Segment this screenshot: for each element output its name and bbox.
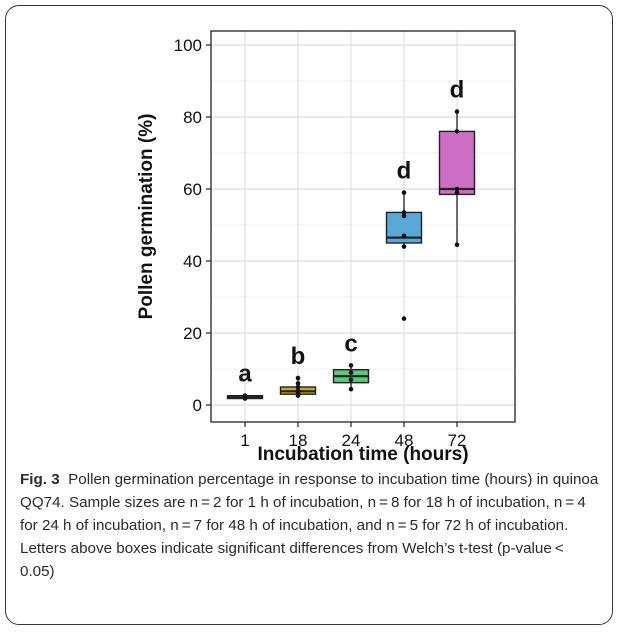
data-point bbox=[401, 233, 407, 239]
data-point bbox=[401, 213, 407, 219]
data-point bbox=[454, 129, 460, 134]
y-tick-label: 20 bbox=[183, 324, 202, 343]
data-point bbox=[242, 393, 248, 398]
data-point bbox=[295, 388, 301, 393]
figure-caption: Fig. 3 Pollen germination percentage in … bbox=[20, 468, 600, 583]
caption-text: Pollen germination percentage in respons… bbox=[20, 471, 599, 580]
significance-letter: d bbox=[450, 77, 465, 104]
x-tick-label: 18 bbox=[289, 431, 308, 450]
significance-letter: b bbox=[291, 343, 306, 370]
data-point bbox=[348, 377, 354, 383]
x-tick-label: 24 bbox=[342, 431, 361, 450]
data-point bbox=[295, 375, 301, 381]
data-point bbox=[295, 384, 301, 390]
figure-label: Fig. 3 bbox=[20, 471, 60, 488]
y-tick-label: 0 bbox=[193, 396, 202, 415]
data-point bbox=[454, 242, 460, 248]
y-tick-label: 100 bbox=[174, 36, 202, 55]
box-72 bbox=[438, 130, 476, 196]
y-tick-label: 80 bbox=[183, 108, 202, 127]
x-axis-title: Incubation time (hours) bbox=[257, 444, 468, 465]
significance-letter: d bbox=[397, 158, 412, 185]
data-point bbox=[348, 363, 354, 368]
y-tick-label: 40 bbox=[183, 252, 202, 271]
data-point bbox=[454, 109, 460, 114]
significance-letter: a bbox=[238, 361, 252, 388]
panel-border bbox=[210, 30, 516, 423]
data-point bbox=[401, 210, 407, 215]
data-point bbox=[348, 386, 354, 392]
data-point bbox=[401, 244, 407, 249]
plot-panel bbox=[211, 31, 515, 422]
data-point bbox=[348, 370, 354, 375]
y-axis-title: Pollen germination (%) bbox=[136, 114, 157, 320]
data-point bbox=[454, 186, 460, 192]
x-tick-label: 1 bbox=[240, 431, 249, 450]
data-point bbox=[401, 190, 407, 195]
data-point bbox=[295, 381, 301, 386]
data-point bbox=[401, 316, 407, 321]
significance-letter: c bbox=[344, 330, 357, 357]
data-point bbox=[454, 190, 460, 195]
x-tick-label: 72 bbox=[448, 431, 467, 450]
x-tick-label: 48 bbox=[395, 431, 414, 450]
y-tick-label: 60 bbox=[183, 180, 202, 199]
